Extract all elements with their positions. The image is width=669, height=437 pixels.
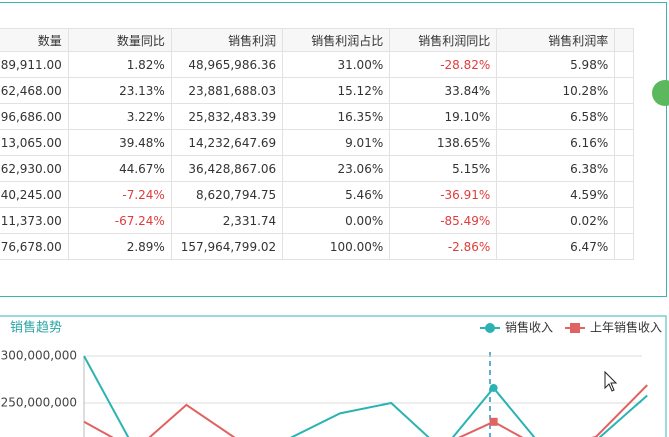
table-cell: 2.89% [67,233,172,260]
table-cell: 111,373.00 [0,207,69,234]
series-line [83,384,648,437]
table-cell: 23,881,688.03 [170,77,284,104]
table-cell: 3.22% [67,103,172,130]
table-row: ,076,678.002.89%157,964,799.02100.00%-2.… [0,233,634,260]
column-header: 销售利润率 [496,28,616,52]
column-header: 销售利润 [170,28,284,52]
legend-marker [485,323,495,333]
chart-panel [0,315,667,437]
table-cell: 662,930.00 [0,155,69,182]
table-row: 113,065.0039.48%14,232,647.699.01%138.65… [0,129,634,156]
table-cell: 6.58% [496,103,616,130]
cursor [604,370,618,392]
column-header: 销售利润同比 [389,28,498,52]
table-cell: 31.00% [282,51,391,78]
scroll-gutter [614,233,634,260]
table-cell: 6.47% [496,233,616,260]
legend-label: 上年销售收入 [590,320,662,335]
table-cell: -85.49% [389,207,498,234]
header-row: 数量 数量同比 销售利润 销售利润占比 销售利润同比 销售利润率 [0,28,634,52]
table-cell: 44.67% [67,155,172,182]
table-cell: -28.82% [389,51,498,78]
table-cell: 5.15% [389,155,498,182]
table-cell: 4.59% [496,181,616,208]
chart-title: 销售趋势 [10,320,62,336]
table-cell: 138.65% [389,129,498,156]
series-line [83,355,648,437]
table-cell: 48,965,986.36 [170,51,284,78]
table-row: ,189,911.001.82%48,965,986.3631.00%-28.8… [0,51,634,78]
table-cell: 10.28% [496,77,616,104]
table-cell: 262,468.00 [0,77,69,104]
point-marker [489,383,498,392]
table-cell: 6.16% [496,129,616,156]
table-row: 262,468.0023.13%23,881,688.0315.12%33.84… [0,77,634,104]
table-row: 111,373.00-67.24%2,331.740.00%-85.49%0.0… [0,207,634,234]
table-cell: 6.38% [496,155,616,182]
table-row: 596,686.003.22%25,832,483.3916.35%19.10%… [0,103,634,130]
table-cell: 8,620,794.75 [170,181,284,208]
table-cell: 14,232,647.69 [170,129,284,156]
table-cell: 157,964,799.02 [170,233,284,260]
table-cell: 1.82% [67,51,172,78]
table-cell: 23.13% [67,77,172,104]
point-marker [489,417,498,426]
side-icon[interactable] [652,80,669,106]
table-cell: 0.02% [496,207,616,234]
column-header: 数量 [0,28,69,52]
legend-label: 销售收入 [505,320,553,335]
table-cell: 39.48% [67,129,172,156]
table-cell: 33.84% [389,77,498,104]
table-cell: 5.46% [282,181,391,208]
y-tick-label: 300,000,000 [1,349,77,363]
table-cell: 100.00% [282,233,391,260]
legend-marker [570,323,580,333]
y-tick-label: 250,000,000 [1,396,77,410]
scroll-gutter [614,28,634,52]
column-header: 数量同比 [67,28,172,52]
table-cell: 36,428,867.06 [170,155,284,182]
table-cell: 140,245.00 [0,181,69,208]
table-cell: 25,832,483.39 [170,103,284,130]
table-cell: 2,331.74 [170,207,284,234]
table-cell: -2.86% [389,233,498,260]
